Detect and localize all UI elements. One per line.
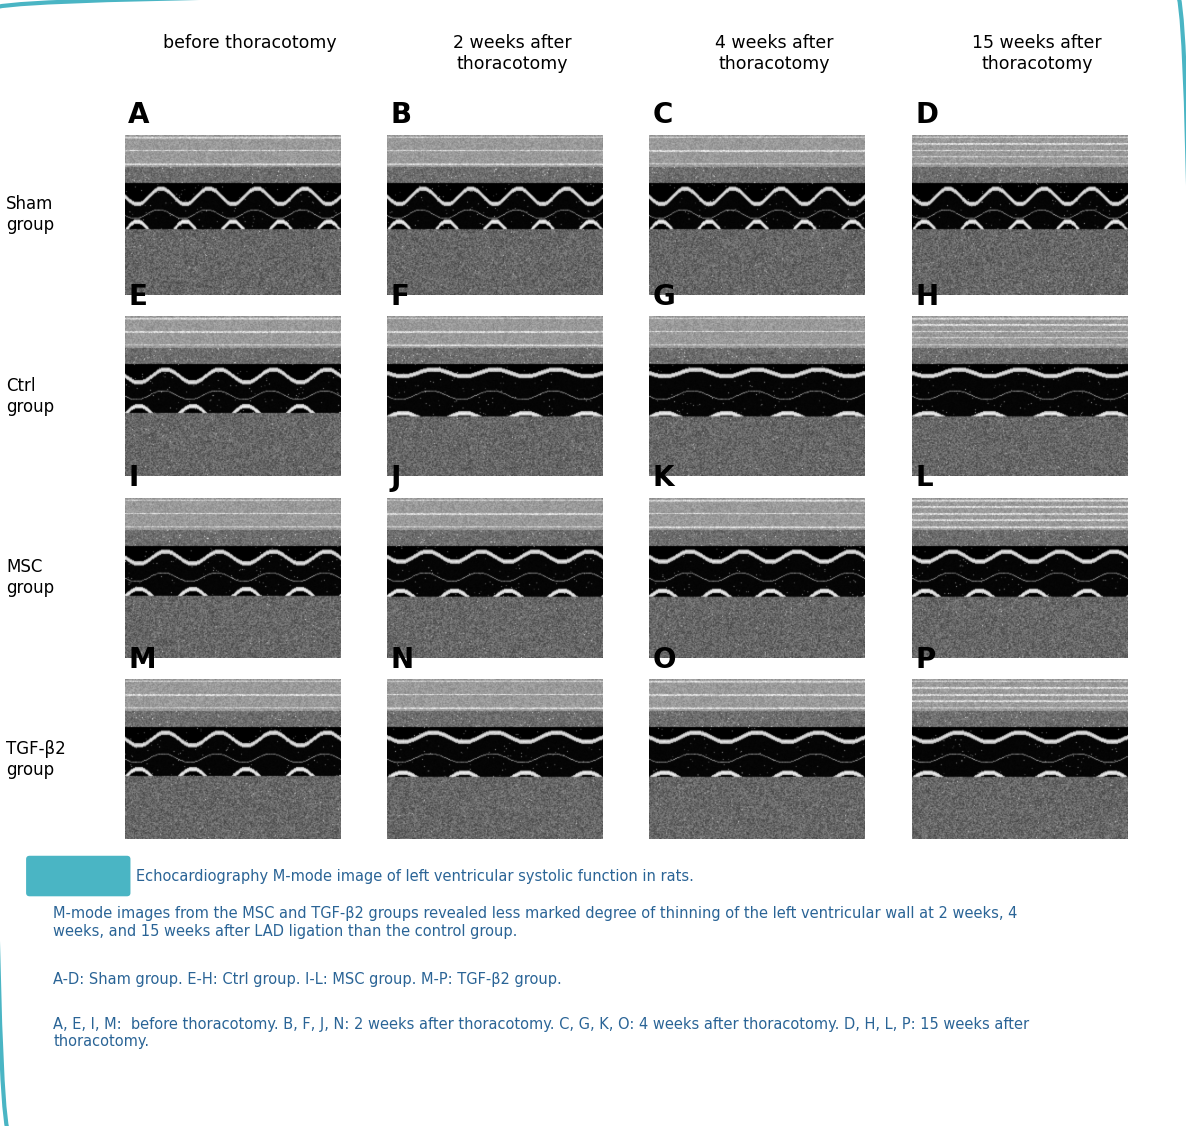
Text: O: O [652,646,676,673]
Text: A-D: Sham group. E-H: Ctrl group. I-L: MSC group. M-P: TGF-β2 group.: A-D: Sham group. E-H: Ctrl group. I-L: M… [53,972,562,986]
Text: A, E, I, M:  before thoracotomy. B, F, J, N: 2 weeks after thoracotomy. C, G, K,: A, E, I, M: before thoracotomy. B, F, J,… [53,1017,1029,1049]
Text: J: J [390,464,401,492]
Text: MSC
group: MSC group [6,558,55,597]
Text: E: E [128,283,147,311]
Text: B: B [390,101,412,129]
Text: Sham
group: Sham group [6,195,55,234]
Text: before thoracotomy: before thoracotomy [162,34,337,52]
Text: 4 weeks after
thoracotomy: 4 weeks after thoracotomy [715,34,834,72]
Text: M: M [128,646,155,673]
Text: H: H [916,283,938,311]
Text: K: K [652,464,675,492]
Text: A: A [128,101,149,129]
Text: 15 weeks after
thoracotomy: 15 weeks after thoracotomy [973,34,1102,72]
Text: Ctrl
group: Ctrl group [6,377,55,415]
Text: Echocardiography M-mode image of left ventricular systolic function in rats.: Echocardiography M-mode image of left ve… [136,868,694,884]
Text: 2 weeks after
thoracotomy: 2 weeks after thoracotomy [453,34,572,72]
Text: G: G [652,283,676,311]
Text: I: I [128,464,139,492]
Text: TGF-β2
group: TGF-β2 group [6,740,65,779]
Text: N: N [390,646,414,673]
Text: L: L [916,464,933,492]
Text: C: C [652,101,674,129]
Text: Figure 4: Figure 4 [44,868,113,884]
Text: D: D [916,101,938,129]
Text: P: P [916,646,936,673]
Text: M-mode images from the MSC and TGF-β2 groups revealed less marked degree of thin: M-mode images from the MSC and TGF-β2 gr… [53,906,1018,939]
Text: F: F [390,283,409,311]
